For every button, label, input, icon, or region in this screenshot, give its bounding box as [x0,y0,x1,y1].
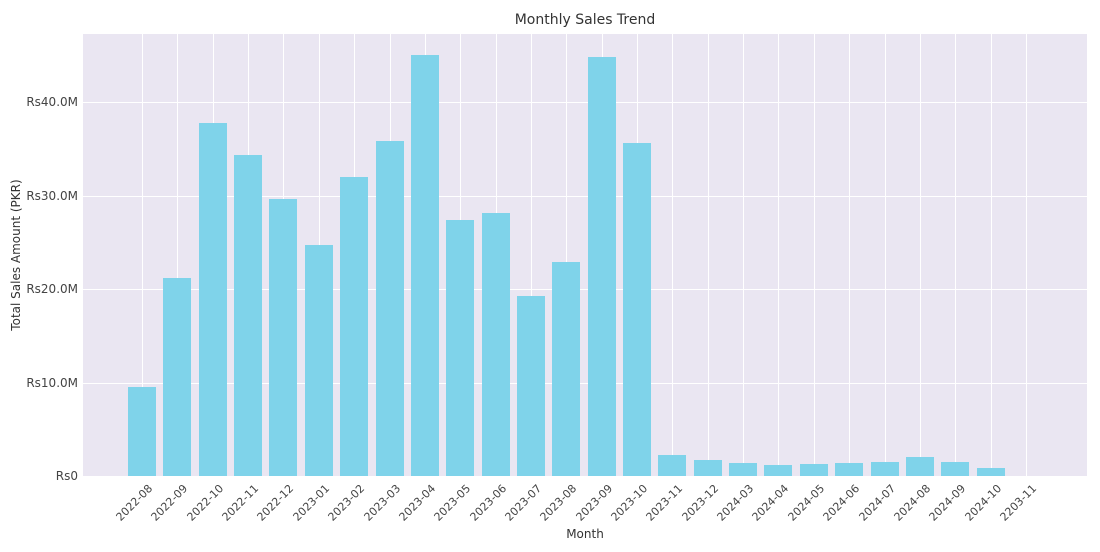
v-gridline [142,34,143,476]
v-gridline [955,34,957,476]
bar-2024-08 [905,457,934,476]
bar-2023-12 [693,460,722,476]
bar-2024-07 [870,461,899,476]
v-gridline [672,34,674,476]
bar-2022-12 [269,199,298,476]
bar-2023-10 [623,143,652,476]
x-tick-label: 2023-06 [467,482,509,524]
x-tick-label: 2024-10 [962,482,1004,524]
x-tick-label: 2023-02 [325,482,368,524]
x-tick-label: 2203-11 [997,482,1040,524]
x-tick-label: 2022-12 [254,482,297,524]
v-gridline [778,34,780,476]
bar-2024-04 [764,464,793,476]
x-tick-label: 2024-05 [785,482,828,524]
bar-2024-06 [835,462,864,476]
y-tick-label: Rs30.0M [26,188,78,203]
x-tick-label: 2023-01 [290,482,332,524]
bar-2022-09 [163,277,192,476]
bar-2023-05 [446,219,475,476]
v-gridline [884,34,886,476]
y-axis-label: Total Sales Amount (PKR) [9,179,23,331]
h-gridline [83,195,1087,197]
bar-2023-04 [410,55,439,476]
bar-2023-09 [587,57,616,476]
bar-2022-08 [128,387,156,476]
y-tick-label: Rs20.0M [26,282,78,296]
v-gridline [813,34,815,476]
v-gridline [530,34,532,476]
bar-2023-02 [340,176,369,476]
bar-2024-05 [799,463,828,476]
y-tick-label: Rs0 [55,469,78,483]
bar-2022-10 [198,122,227,476]
bar-2023-11 [658,455,687,476]
x-tick-label: 2023-08 [537,482,580,524]
x-tick-label: 2022-10 [184,482,226,524]
h-gridline [83,382,1087,384]
bar-2022-11 [234,155,263,476]
h-gridline [83,289,1087,290]
bar-2023-03 [375,141,404,476]
x-tick-label: 2024-09 [926,482,969,524]
x-axis-label: Month [566,527,604,541]
x-tick-label: 2023-11 [643,482,686,524]
v-gridline [849,34,851,476]
bar-2023-06 [481,213,510,476]
x-tick-label: 2023-03 [361,482,403,524]
x-tick-label: 2023-05 [431,482,474,524]
chart-title: Monthly Sales Trend [514,12,656,28]
x-tick-label: 2024-06 [820,482,863,524]
x-tick-label: 2023-04 [396,482,439,524]
h-gridline [83,476,1087,477]
y-tick-label: Rs10.0M [26,375,78,390]
v-gridline [743,34,745,476]
plot-area [83,34,1087,477]
bar-2023-08 [552,261,581,476]
bar-2024-09 [941,461,970,476]
bar-2023-07 [516,295,545,476]
bar-2023-01 [304,245,333,476]
x-tick-label: 2022-11 [219,482,262,524]
x-tick-label: 2022-08 [113,482,156,524]
bar-2024-10 [976,467,1005,476]
y-tick-label: Rs40.0M [26,95,78,109]
v-gridline [566,34,568,476]
h-gridline [83,102,1087,103]
v-gridline [707,34,709,476]
x-tick-label: 2023-12 [679,482,721,524]
x-tick-label: 2023-10 [608,482,651,524]
x-tick-label: 2023-09 [573,482,615,524]
bar-2024-03 [729,462,758,476]
v-gridline [1026,34,1027,476]
x-tick-label: 2022-09 [148,482,191,524]
x-tick-label: 2024-08 [891,482,934,524]
v-gridline [990,34,992,476]
v-gridline [177,34,179,476]
x-tick-label: 2023-07 [502,482,545,524]
x-tick-label: 2024-07 [856,482,898,524]
x-tick-label: 2024-04 [749,482,792,524]
x-tick-label: 2024-03 [714,482,757,524]
v-gridline [919,34,921,476]
